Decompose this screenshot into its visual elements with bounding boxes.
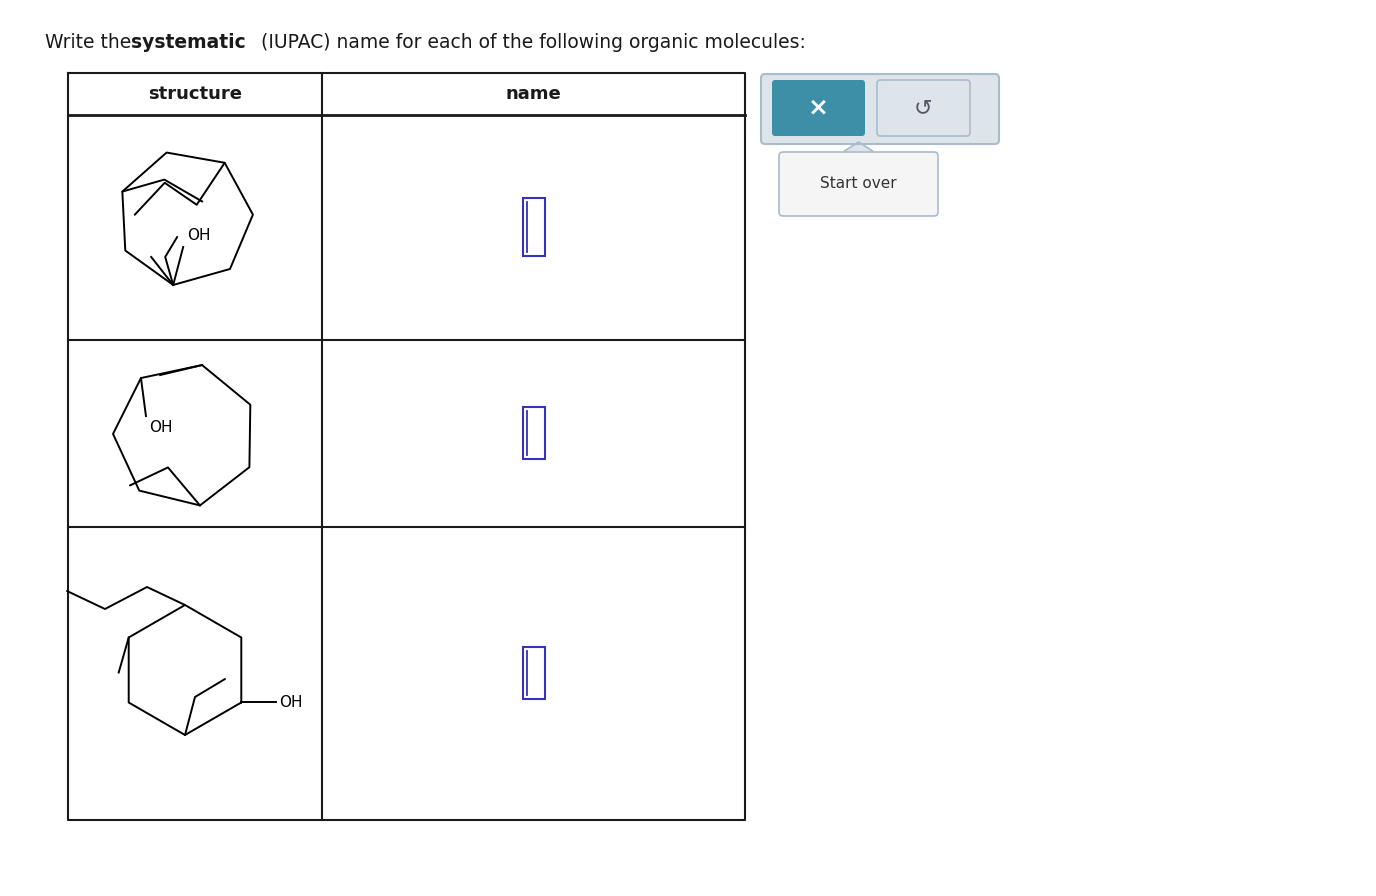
Text: systematic: systematic [131, 32, 246, 51]
FancyBboxPatch shape [877, 80, 970, 136]
FancyBboxPatch shape [779, 152, 938, 216]
FancyBboxPatch shape [761, 74, 999, 144]
Text: name: name [505, 85, 561, 103]
Text: Start over: Start over [820, 177, 897, 192]
FancyBboxPatch shape [772, 80, 866, 136]
Text: ×: × [808, 96, 828, 120]
Text: Write the: Write the [45, 32, 138, 51]
Text: OH: OH [279, 695, 303, 710]
Text: ↺: ↺ [914, 98, 933, 118]
Bar [523, 199, 545, 256]
Text: (IUPAC) name for each of the following organic molecules:: (IUPAC) name for each of the following o… [255, 32, 806, 51]
Polygon shape [845, 142, 872, 151]
Bar [523, 408, 545, 460]
Text: OH: OH [187, 228, 211, 243]
Text: structure: structure [149, 85, 242, 103]
Text: OH: OH [149, 420, 172, 435]
Bar [523, 648, 545, 700]
